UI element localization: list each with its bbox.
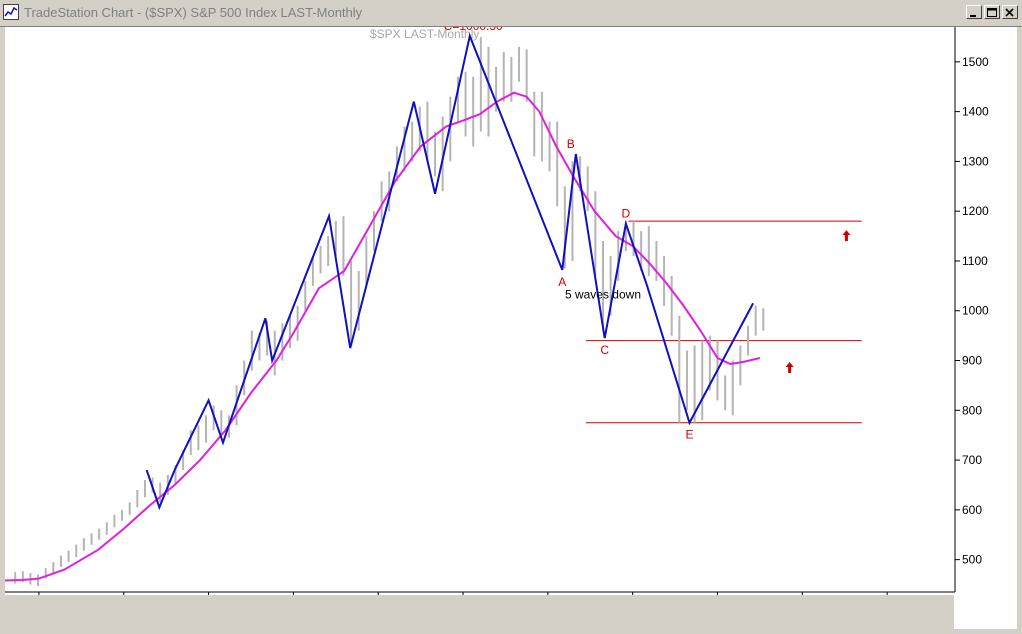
up-arrow-icon xyxy=(842,230,851,242)
window-title: TradeStation Chart - ($SPX) S&P 500 Inde… xyxy=(24,5,363,20)
y-tick-label-1000: 1000 xyxy=(962,304,989,318)
y-tick-label-1100: 1100 xyxy=(962,254,988,268)
wave-point-label-a: A xyxy=(558,275,566,289)
up-arrow-icon xyxy=(785,361,794,373)
y-tick-label-1400: 1400 xyxy=(962,105,989,119)
wave-point-label-d: D xyxy=(622,207,631,221)
horizontal-scrollbar[interactable] xyxy=(5,595,954,629)
maximize-icon xyxy=(987,8,997,17)
moving-average-line xyxy=(4,91,761,582)
chart-panel[interactable]: $SPX LAST-Monthly C=1000.30 A B C D E 5 waves … xyxy=(4,19,1017,629)
wave-line xyxy=(145,32,755,511)
moving-average xyxy=(4,91,761,582)
wave-point-label-e: E xyxy=(686,428,694,442)
y-tick-label-1300: 1300 xyxy=(962,154,989,168)
wave-point-label-c: C xyxy=(600,343,609,357)
close-icon xyxy=(1005,8,1014,17)
wave-polyline xyxy=(145,32,755,511)
price-bars xyxy=(14,36,765,587)
y-tick-label-800: 800 xyxy=(962,403,982,417)
y-tick-label-700: 700 xyxy=(962,453,982,467)
y-axis-ticks: 500 600 700 800 900 1000 1100 1200 1300 1400 1500 xyxy=(955,55,989,567)
title-bar[interactable]: TradeStation Chart - ($SPX) S&P 500 Inde… xyxy=(0,0,1022,27)
y-tick-label-900: 900 xyxy=(962,354,982,368)
wave-point-label-b: B xyxy=(567,137,575,151)
y-tick-label-600: 600 xyxy=(962,503,982,517)
minimize-button[interactable] xyxy=(966,5,982,19)
series-label: $SPX LAST-Monthly xyxy=(370,27,479,41)
wave-point-label-c-1000-30: C=1000.30 xyxy=(444,27,503,33)
maximize-button[interactable] xyxy=(984,5,1000,19)
horizontal-lines xyxy=(586,220,862,424)
y-tick-label-1500: 1500 xyxy=(962,55,989,69)
y-tick-label-500: 500 xyxy=(962,553,982,567)
y-tick-label-1200: 1200 xyxy=(962,204,989,218)
tradestation-chart-icon xyxy=(3,4,19,20)
five-waves-down-label: 5 waves down xyxy=(565,287,641,301)
price-chart[interactable]: $SPX LAST-Monthly C=1000.30 A B C D E 5 waves … xyxy=(4,19,1017,629)
minimize-icon xyxy=(970,15,976,17)
close-button[interactable] xyxy=(1002,5,1018,19)
